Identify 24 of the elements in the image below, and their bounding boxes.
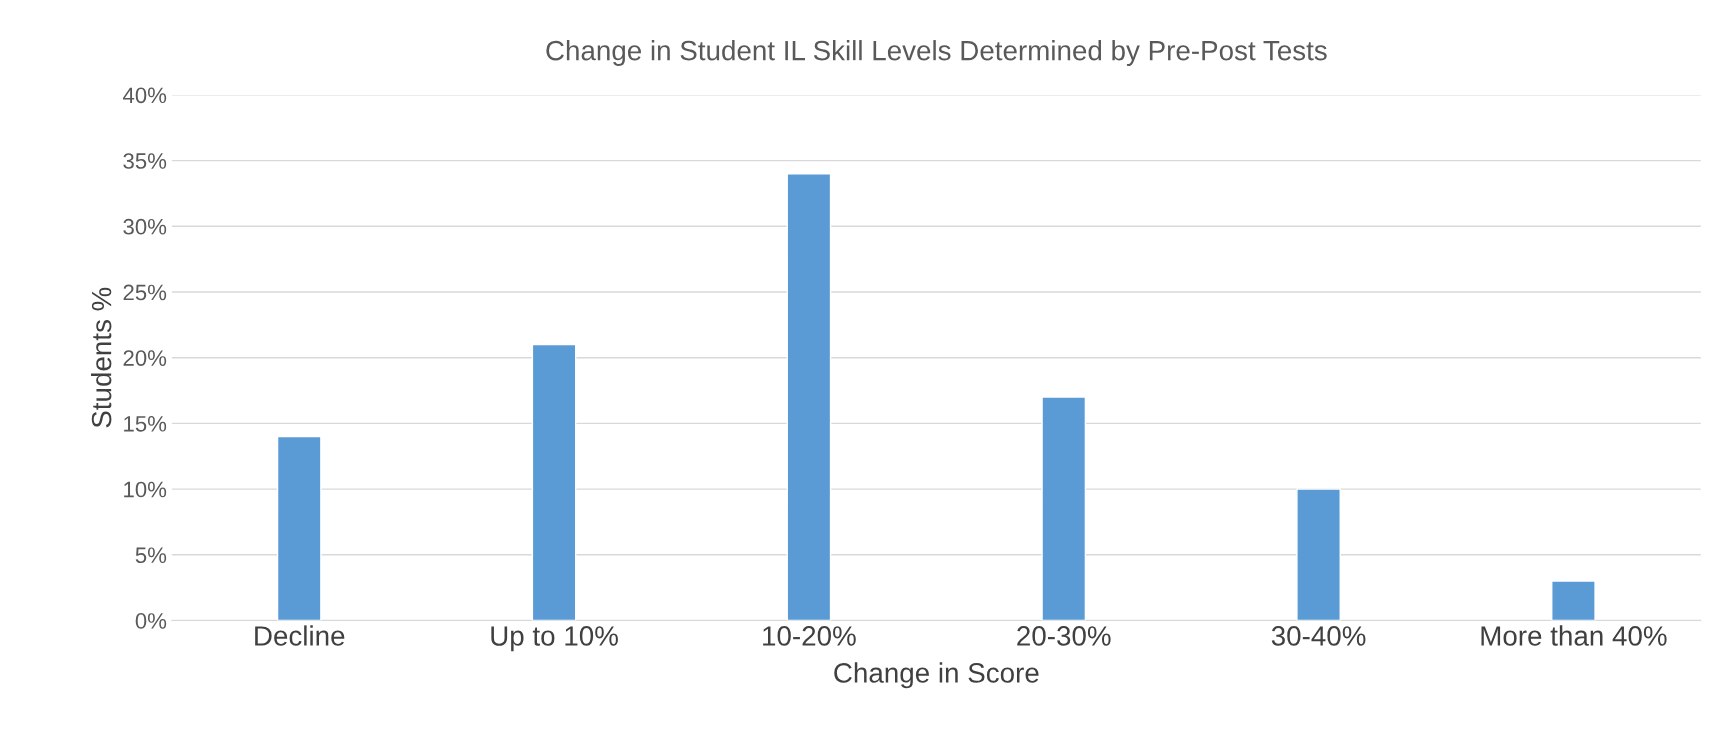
x-tick-label: More than 40%: [1481, 625, 1667, 646]
bar: [1551, 580, 1596, 621]
bar: [1041, 396, 1087, 621]
x-tick-label: 20-30%: [1017, 626, 1111, 646]
x-tick-label: Decline: [255, 625, 345, 646]
chart-title: Change in Student IL Skill Levels Determined by Pre-Post Tests: [546, 40, 1327, 66]
y-tick-label: 40%: [122, 87, 167, 104]
bar: [276, 435, 322, 621]
y-tick-label: 10%: [124, 481, 167, 498]
y-tick-label: 30%: [123, 218, 167, 235]
y-tick-label: 5%: [135, 547, 167, 564]
x-axis-title: Change in Score: [834, 662, 1039, 689]
y-tick-label: 0%: [135, 613, 167, 629]
bar: [1296, 488, 1341, 621]
x-tick-label: Up to 10%: [491, 626, 618, 652]
x-tick-label: 10-20%: [763, 626, 856, 646]
y-tick-label: 15%: [124, 416, 167, 432]
bar: [531, 343, 577, 621]
bar: [786, 173, 832, 621]
y-tick-label: 35%: [123, 153, 167, 169]
y-tick-label: 20%: [123, 350, 167, 366]
y-axis-title: Students %: [91, 287, 112, 428]
y-tick-label: 25%: [123, 284, 167, 301]
x-tick-label: 30-40%: [1271, 626, 1366, 646]
